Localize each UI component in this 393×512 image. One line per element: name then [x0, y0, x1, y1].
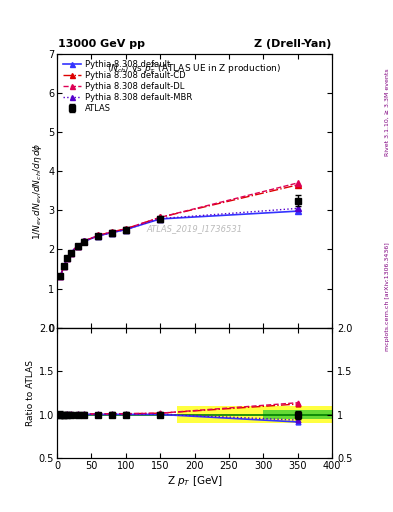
Text: $\langle N_{ch}\rangle$ vs $p_T^Z$ (ATLAS UE in Z production): $\langle N_{ch}\rangle$ vs $p_T^Z$ (ATLA… [107, 60, 282, 76]
Line: Pythia 8.308 default-DL: Pythia 8.308 default-DL [58, 180, 301, 279]
Pythia 8.308 default-MBR [58, 273, 63, 279]
Line: Pythia 8.308 default-MBR: Pythia 8.308 default-MBR [58, 206, 301, 279]
Pythia 8.308 default-CD [123, 226, 128, 232]
Pythia 8.308 default [58, 273, 63, 279]
Pythia 8.308 default-CD [75, 243, 80, 249]
Pythia 8.308 default [110, 229, 114, 236]
Pythia 8.308 default-DL [96, 232, 101, 239]
Pythia 8.308 default-CD [296, 182, 300, 188]
Text: mcplots.cern.ch [arXiv:1306.3436]: mcplots.cern.ch [arXiv:1306.3436] [385, 243, 389, 351]
Line: Pythia 8.308 default: Pythia 8.308 default [58, 208, 301, 279]
Pythia 8.308 default-MBR [82, 238, 87, 244]
Pythia 8.308 default-DL [110, 229, 114, 235]
Pythia 8.308 default-CD [96, 232, 101, 239]
Pythia 8.308 default-DL [58, 273, 63, 279]
Pythia 8.308 default [82, 238, 87, 244]
Pythia 8.308 default-CD [65, 254, 70, 261]
Pythia 8.308 default-DL [123, 226, 128, 232]
Text: Rivet 3.1.10, ≥ 3.3M events: Rivet 3.1.10, ≥ 3.3M events [385, 69, 389, 157]
Pythia 8.308 default [296, 208, 300, 214]
Legend: Pythia 8.308 default, Pythia 8.308 default-CD, Pythia 8.308 default-DL, Pythia 8: Pythia 8.308 default, Pythia 8.308 defau… [61, 58, 194, 115]
Pythia 8.308 default [75, 243, 80, 249]
Pythia 8.308 default-MBR [123, 226, 128, 232]
X-axis label: Z $p_T$ [GeV]: Z $p_T$ [GeV] [167, 474, 222, 488]
Pythia 8.308 default-MBR [75, 243, 80, 249]
Pythia 8.308 default [65, 254, 70, 261]
Y-axis label: Ratio to ATLAS: Ratio to ATLAS [26, 360, 35, 426]
Pythia 8.308 default-DL [65, 254, 70, 261]
Bar [263, 411, 332, 419]
Text: ATLAS_2019_I1736531: ATLAS_2019_I1736531 [147, 225, 242, 233]
Pythia 8.308 default [68, 249, 73, 255]
Pythia 8.308 default-MBR [96, 232, 101, 239]
Pythia 8.308 default [96, 232, 101, 239]
Pythia 8.308 default-MBR [110, 229, 114, 236]
Pythia 8.308 default-DL [75, 243, 80, 249]
Y-axis label: $1/N_{ev}\,dN_{ev}/dN_{ch}/d\eta\,d\phi$: $1/N_{ev}\,dN_{ev}/dN_{ch}/d\eta\,d\phi$ [31, 142, 44, 240]
Pythia 8.308 default-CD [58, 273, 63, 279]
Pythia 8.308 default-CD [82, 238, 87, 244]
Pythia 8.308 default-DL [61, 263, 66, 269]
Bar [177, 406, 332, 423]
Pythia 8.308 default-MBR [61, 263, 66, 269]
Pythia 8.308 default-DL [82, 238, 87, 244]
Line: Pythia 8.308 default-CD: Pythia 8.308 default-CD [58, 182, 301, 279]
Pythia 8.308 default-CD [158, 215, 163, 221]
Pythia 8.308 default [61, 263, 66, 269]
Pythia 8.308 default-MBR [158, 216, 163, 222]
Pythia 8.308 default-CD [61, 263, 66, 269]
Pythia 8.308 default [123, 226, 128, 232]
Text: Z (Drell-Yan): Z (Drell-Yan) [253, 38, 331, 49]
Pythia 8.308 default-DL [158, 215, 163, 221]
Pythia 8.308 default-DL [296, 180, 300, 186]
Pythia 8.308 default-CD [68, 249, 73, 255]
Pythia 8.308 default [158, 216, 163, 222]
Pythia 8.308 default-CD [110, 229, 114, 235]
Pythia 8.308 default-MBR [68, 249, 73, 255]
Text: 13000 GeV pp: 13000 GeV pp [58, 38, 145, 49]
Pythia 8.308 default-MBR [65, 254, 70, 261]
Pythia 8.308 default-MBR [296, 205, 300, 211]
Pythia 8.308 default-DL [68, 249, 73, 255]
